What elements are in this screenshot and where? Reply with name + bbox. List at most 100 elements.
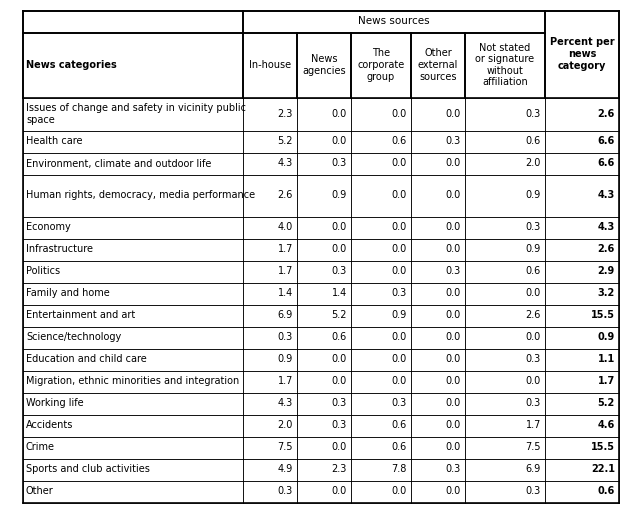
Text: 3.2: 3.2 — [598, 288, 615, 299]
Text: 0.9: 0.9 — [526, 245, 541, 254]
Text: 0.0: 0.0 — [526, 332, 541, 343]
Text: 1.7: 1.7 — [526, 421, 541, 430]
Text: 0.0: 0.0 — [446, 245, 461, 254]
Text: 2.3: 2.3 — [277, 109, 293, 119]
Text: News
agencies: News agencies — [302, 54, 346, 76]
Text: 0.0: 0.0 — [446, 443, 461, 452]
Text: 0.0: 0.0 — [392, 266, 407, 277]
Text: 0.0: 0.0 — [446, 190, 461, 201]
Text: 2.6: 2.6 — [598, 245, 615, 254]
Text: 4.3: 4.3 — [278, 399, 293, 408]
Text: Health care: Health care — [26, 136, 83, 147]
Text: 0.0: 0.0 — [446, 354, 461, 365]
Text: 0.9: 0.9 — [526, 190, 541, 201]
Text: Accidents: Accidents — [26, 421, 73, 430]
Text: 15.5: 15.5 — [591, 310, 615, 321]
Text: 0.6: 0.6 — [526, 136, 541, 147]
Text: 0.0: 0.0 — [392, 109, 407, 119]
Text: 0.0: 0.0 — [526, 377, 541, 386]
Text: 2.0: 2.0 — [277, 421, 293, 430]
Text: 5.2: 5.2 — [598, 399, 615, 408]
Text: Environment, climate and outdoor life: Environment, climate and outdoor life — [26, 159, 211, 168]
Text: 1.7: 1.7 — [277, 377, 293, 386]
Text: 6.6: 6.6 — [598, 136, 615, 147]
Text: 0.3: 0.3 — [278, 332, 293, 343]
Text: Sports and club activities: Sports and club activities — [26, 464, 150, 475]
Text: Family and home: Family and home — [26, 288, 110, 299]
Text: 0.6: 0.6 — [392, 136, 407, 147]
Text: 2.6: 2.6 — [598, 109, 615, 119]
Text: News sources: News sources — [358, 16, 429, 27]
Text: 4.0: 4.0 — [278, 223, 293, 232]
Text: 0.0: 0.0 — [526, 288, 541, 299]
Text: 0.3: 0.3 — [526, 109, 541, 119]
Text: News categories: News categories — [26, 60, 117, 70]
Text: 0.9: 0.9 — [392, 310, 407, 321]
Text: 0.0: 0.0 — [446, 377, 461, 386]
Text: 0.3: 0.3 — [446, 136, 461, 147]
Text: 1.7: 1.7 — [277, 245, 293, 254]
Text: Science/technology: Science/technology — [26, 332, 121, 343]
Text: 1.4: 1.4 — [278, 288, 293, 299]
Text: 4.9: 4.9 — [278, 464, 293, 475]
Text: 1.4: 1.4 — [332, 288, 347, 299]
Text: 0.0: 0.0 — [392, 377, 407, 386]
Text: Migration, ethnic minorities and integration: Migration, ethnic minorities and integra… — [26, 377, 239, 386]
Text: 4.6: 4.6 — [598, 421, 615, 430]
Text: 0.9: 0.9 — [332, 190, 347, 201]
Text: 0.0: 0.0 — [392, 159, 407, 168]
Text: 0.0: 0.0 — [446, 288, 461, 299]
Text: 1.1: 1.1 — [598, 354, 615, 365]
Text: Percent per
news
category: Percent per news category — [550, 37, 614, 71]
Text: 0.0: 0.0 — [392, 486, 407, 497]
Text: 0.0: 0.0 — [392, 332, 407, 343]
Text: 0.6: 0.6 — [392, 443, 407, 452]
Text: Working life: Working life — [26, 399, 83, 408]
Text: 0.0: 0.0 — [446, 159, 461, 168]
Text: 0.6: 0.6 — [598, 486, 615, 497]
Text: 7.5: 7.5 — [277, 443, 293, 452]
Text: 0.0: 0.0 — [332, 377, 347, 386]
Text: 0.0: 0.0 — [446, 223, 461, 232]
Text: 0.0: 0.0 — [446, 399, 461, 408]
Text: Not stated
or signature
without
affiliation: Not stated or signature without affiliat… — [476, 43, 535, 87]
Text: 4.3: 4.3 — [598, 223, 615, 232]
Text: Economy: Economy — [26, 223, 71, 232]
Text: 0.3: 0.3 — [526, 399, 541, 408]
Text: 0.6: 0.6 — [332, 332, 347, 343]
Text: 6.6: 6.6 — [598, 159, 615, 168]
Text: Infrastructure: Infrastructure — [26, 245, 93, 254]
Text: 1.7: 1.7 — [277, 266, 293, 277]
Text: 0.0: 0.0 — [332, 354, 347, 365]
Text: 0.0: 0.0 — [446, 109, 461, 119]
Text: 0.0: 0.0 — [392, 354, 407, 365]
Text: 0.0: 0.0 — [332, 486, 347, 497]
Text: 22.1: 22.1 — [591, 464, 615, 475]
Text: 2.6: 2.6 — [526, 310, 541, 321]
Text: Entertainment and art: Entertainment and art — [26, 310, 135, 321]
Text: 0.0: 0.0 — [446, 421, 461, 430]
Text: 2.3: 2.3 — [332, 464, 347, 475]
Text: Crime: Crime — [26, 443, 55, 452]
Text: 2.9: 2.9 — [598, 266, 615, 277]
Text: 0.3: 0.3 — [278, 486, 293, 497]
Text: 0.0: 0.0 — [392, 223, 407, 232]
Text: 15.5: 15.5 — [591, 443, 615, 452]
Text: 4.3: 4.3 — [598, 190, 615, 201]
Text: 0.3: 0.3 — [526, 223, 541, 232]
Text: 0.6: 0.6 — [392, 421, 407, 430]
Text: Human rights, democracy, media performance: Human rights, democracy, media performan… — [26, 190, 255, 201]
Text: Issues of change and safety in vicinity public
space: Issues of change and safety in vicinity … — [26, 103, 246, 125]
Text: 0.3: 0.3 — [332, 421, 347, 430]
Text: 4.3: 4.3 — [278, 159, 293, 168]
Text: 0.0: 0.0 — [446, 310, 461, 321]
Text: 6.9: 6.9 — [526, 464, 541, 475]
Text: In-house: In-house — [249, 60, 291, 70]
Text: 0.3: 0.3 — [446, 266, 461, 277]
Text: 0.0: 0.0 — [392, 245, 407, 254]
Text: 0.0: 0.0 — [332, 223, 347, 232]
Text: 0.6: 0.6 — [526, 266, 541, 277]
Text: 7.5: 7.5 — [526, 443, 541, 452]
Text: 5.2: 5.2 — [277, 136, 293, 147]
Text: 7.8: 7.8 — [392, 464, 407, 475]
